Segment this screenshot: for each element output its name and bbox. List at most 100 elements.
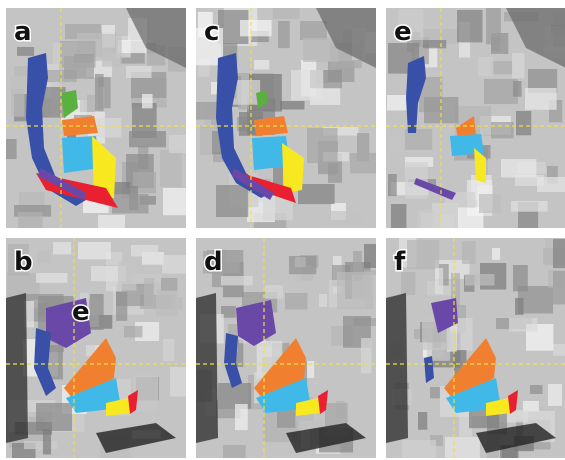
texture	[491, 61, 512, 74]
dark-structure	[196, 293, 218, 443]
texture	[319, 294, 327, 307]
texture	[491, 37, 500, 51]
texture	[337, 272, 373, 309]
mri-image	[196, 8, 386, 239]
figure: a c e b d f e	[0, 0, 565, 460]
texture	[501, 159, 536, 177]
texture	[445, 437, 480, 460]
texture	[17, 47, 34, 56]
texture	[240, 20, 272, 36]
texture	[525, 88, 557, 110]
texture	[112, 194, 148, 213]
texture	[516, 111, 531, 135]
panel-label: d	[204, 247, 223, 277]
texture	[37, 250, 51, 262]
texture	[163, 339, 174, 361]
panel: a	[6, 8, 193, 248]
texture	[6, 139, 17, 159]
texture	[430, 387, 440, 398]
texture	[221, 276, 253, 285]
dark-structure	[6, 293, 28, 443]
texture	[254, 60, 269, 70]
texture	[479, 194, 501, 213]
texture	[89, 299, 99, 327]
texture	[298, 184, 335, 204]
panel-label: e	[394, 17, 412, 47]
texture	[278, 21, 290, 48]
texture	[102, 34, 122, 67]
texture	[423, 40, 446, 48]
texture	[116, 292, 127, 321]
texture	[435, 268, 443, 294]
panel-label: c	[204, 17, 219, 47]
texture	[462, 241, 476, 264]
texture	[402, 440, 436, 460]
texture	[280, 101, 304, 110]
texture	[161, 278, 177, 291]
texture	[18, 212, 43, 240]
panel: c	[196, 8, 386, 239]
texture	[548, 384, 562, 406]
texture	[418, 412, 427, 430]
texture	[492, 248, 500, 260]
annotation: e	[72, 297, 90, 327]
texture	[491, 122, 514, 138]
panel: e	[386, 8, 565, 252]
texture	[465, 274, 495, 286]
panel-label: f	[394, 247, 406, 277]
texture	[273, 8, 300, 19]
texture	[78, 242, 111, 259]
texture	[513, 81, 522, 97]
texture	[291, 70, 323, 101]
panel: f	[386, 238, 565, 460]
texture	[24, 441, 58, 449]
texture	[308, 111, 319, 119]
mri-image	[196, 238, 396, 460]
texture	[160, 150, 182, 187]
texture	[95, 74, 104, 111]
texture	[512, 53, 524, 78]
texture	[390, 135, 402, 151]
texture	[553, 239, 565, 268]
texture	[553, 271, 565, 304]
texture	[553, 344, 565, 356]
mri-image	[6, 8, 193, 248]
texture	[118, 40, 146, 53]
texture	[126, 66, 152, 78]
texture	[169, 135, 187, 153]
mri-image	[386, 238, 565, 460]
texture	[129, 131, 166, 147]
texture	[60, 41, 96, 68]
texture	[513, 265, 528, 291]
texture	[36, 273, 67, 283]
texture	[515, 298, 524, 315]
texture	[131, 245, 158, 256]
panel: b	[6, 238, 194, 460]
panel-label: a	[14, 17, 32, 47]
texture	[350, 153, 384, 173]
texture	[170, 367, 192, 397]
texture	[10, 75, 29, 89]
texture	[124, 326, 142, 337]
dark-structure	[386, 293, 408, 443]
texture	[142, 94, 153, 108]
texture	[235, 404, 248, 430]
texture	[327, 211, 362, 226]
texture	[285, 293, 308, 309]
panel-label: b	[14, 247, 33, 277]
texture	[391, 204, 406, 235]
texture	[456, 318, 473, 351]
texture	[163, 188, 193, 215]
texture	[484, 79, 518, 104]
texture	[361, 338, 371, 373]
texture	[11, 89, 25, 117]
texture	[295, 257, 306, 267]
mri-image	[386, 8, 565, 252]
texture	[388, 174, 397, 196]
mri-image	[6, 238, 194, 460]
texture	[457, 10, 482, 42]
texture	[43, 429, 51, 454]
texture	[223, 445, 246, 460]
texture	[273, 166, 283, 186]
texture	[156, 289, 178, 316]
